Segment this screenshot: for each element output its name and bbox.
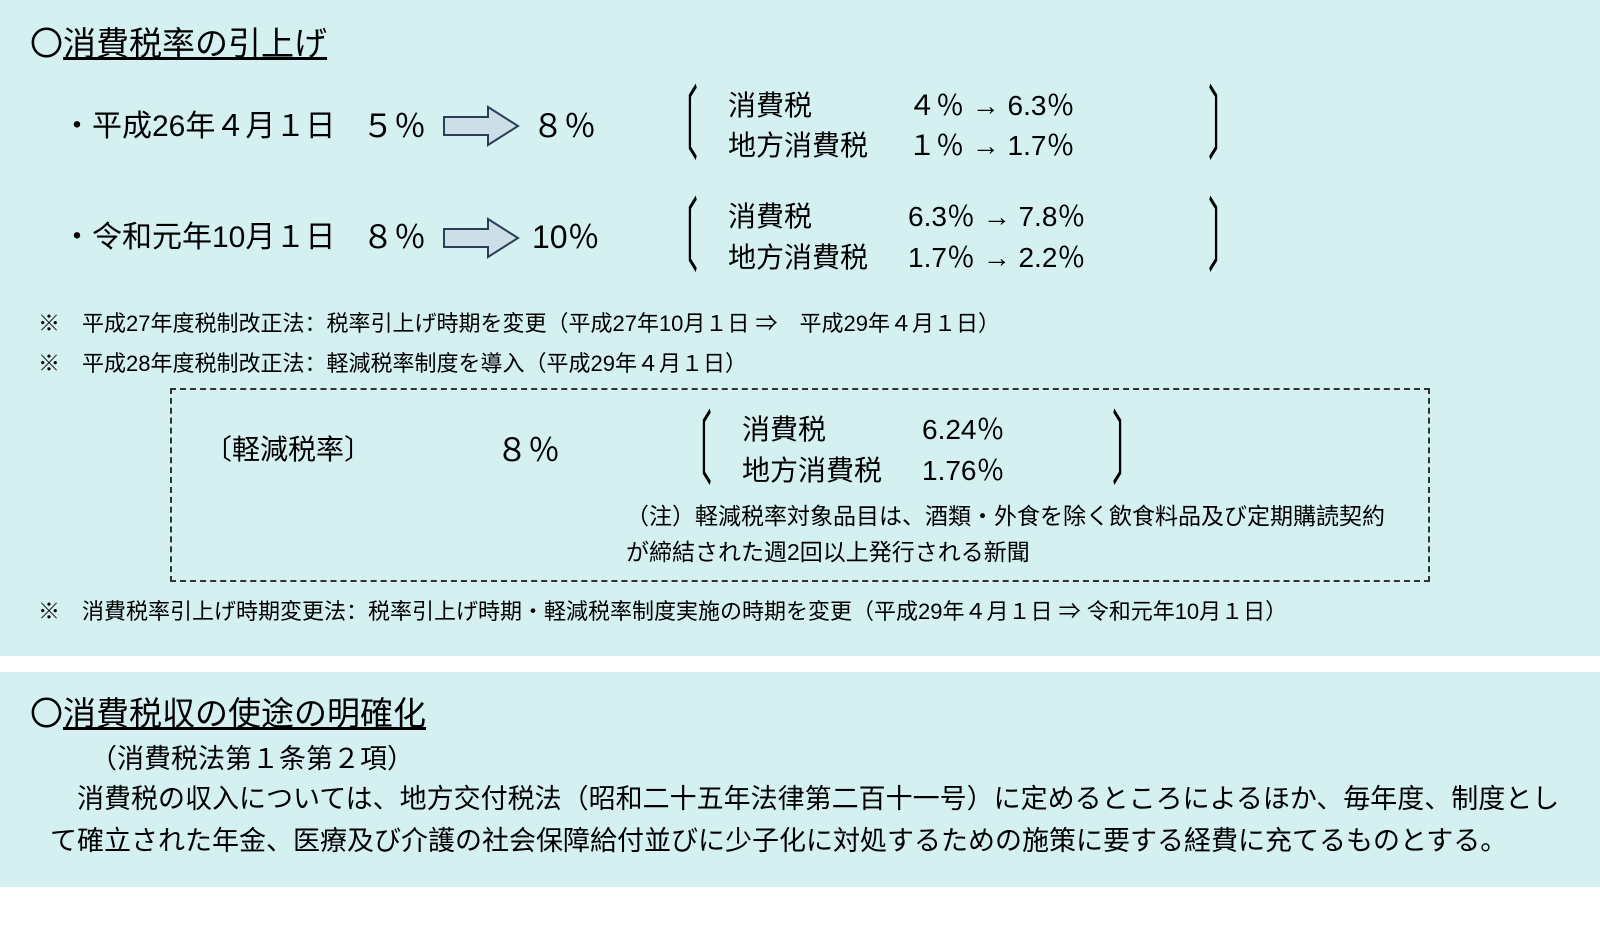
breakdown: 〔 消費税 6.24％ 地方消費税 1.76％ 〕	[656, 410, 1168, 491]
breakdown-value: ４％ → 6.3％	[908, 86, 1178, 127]
rate-row-2: ・令和元年10月１日 ８％ 10％ 〔 消費税 6.3％ → 7.8％ 地方消費…	[62, 197, 1570, 278]
header-text: 消費税収の使途の明確化	[63, 695, 426, 732]
note-text: ※ 平成28年度税制改正法：軽減税率制度を導入（平成29年４月１日）	[38, 348, 1570, 380]
arrow-icon	[442, 105, 532, 147]
breakdown-label: 地方消費税	[742, 451, 922, 492]
rate-to: ８％	[532, 103, 622, 149]
rate-from: ５％	[362, 103, 442, 149]
rate-row-1: ・平成26年４月１日 ５％ ８％ 〔 消費税 ４％ → 6.3％ 地方消費税 １…	[62, 86, 1570, 167]
breakdown-value: 6.3％ → 7.8％	[908, 197, 1178, 238]
header-text: 消費税率の引上げ	[63, 25, 327, 62]
header-circle: 〇	[30, 20, 63, 68]
breakdown-value: １％ → 1.7％	[908, 126, 1178, 167]
reduced-rate-note: （注）軽減税率対象品目は、酒類・外食を除く飲食料品及び定期購読契約が締結された週…	[626, 499, 1404, 570]
section2-header: 〇消費税収の使途の明確化	[30, 690, 1570, 738]
reduced-rate-box: 〔軽減税率〕 ８％ 〔 消費税 6.24％ 地方消費税 1.76％ 〕 （注）軽…	[170, 388, 1430, 582]
breakdown-label: 消費税	[742, 410, 922, 451]
breakdown: 〔 消費税 ４％ → 6.3％ 地方消費税 １％ → 1.7％ 〕	[642, 86, 1264, 167]
bracket-left-icon: 〔	[666, 96, 698, 156]
breakdown-label: 消費税	[728, 86, 908, 127]
breakdown-value: 6.24％	[922, 410, 1082, 451]
bracket-right-icon: 〕	[1208, 208, 1240, 268]
breakdown-label: 地方消費税	[728, 238, 908, 279]
note-text: ※ 平成27年度税制改正法：税率引上げ時期を変更（平成27年10月１日 ⇒ 平成…	[38, 308, 1570, 340]
section1-header: 〇消費税率の引上げ	[30, 20, 1570, 68]
breakdown-label: 地方消費税	[728, 126, 908, 167]
bracket-left-icon: 〔	[666, 208, 698, 268]
bracket-right-icon: 〕	[1208, 96, 1240, 156]
rate-from: ８％	[362, 214, 442, 260]
header-circle: 〇	[30, 690, 63, 738]
breakdown: 〔 消費税 6.3％ → 7.8％ 地方消費税 1.7％ → 2.2％ 〕	[642, 197, 1264, 278]
rate-date: ・平成26年４月１日	[62, 105, 362, 149]
section-tax-rate-increase: 〇消費税率の引上げ ・平成26年４月１日 ５％ ８％ 〔 消費税 ４％ → 6.…	[0, 0, 1600, 656]
reduced-rate-label: 〔軽減税率〕	[196, 430, 496, 471]
section-tax-revenue-use: 〇消費税収の使途の明確化 （消費税法第１条第２項） 消費税の収入については、地方…	[0, 672, 1600, 887]
reduced-rate-value: ８％	[496, 427, 636, 473]
bracket-left-icon: 〔	[680, 421, 712, 481]
rate-date: ・令和元年10月１日	[62, 216, 362, 260]
breakdown-value: 1.76％	[922, 451, 1082, 492]
rate-to: 10％	[532, 214, 622, 260]
note-text: ※ 消費税率引上げ時期変更法：税率引上げ時期・軽減税率制度実施の時期を変更（平成…	[38, 596, 1570, 628]
bracket-right-icon: 〕	[1112, 421, 1144, 481]
arrow-icon	[442, 217, 532, 259]
breakdown-label: 消費税	[728, 197, 908, 238]
section2-sublabel: （消費税法第１条第２項）	[90, 740, 1570, 779]
section2-body: 消費税の収入については、地方交付税法（昭和二十五年法律第二百十一号）に定めるとこ…	[50, 779, 1570, 863]
breakdown-value: 1.7％ → 2.2％	[908, 238, 1178, 279]
